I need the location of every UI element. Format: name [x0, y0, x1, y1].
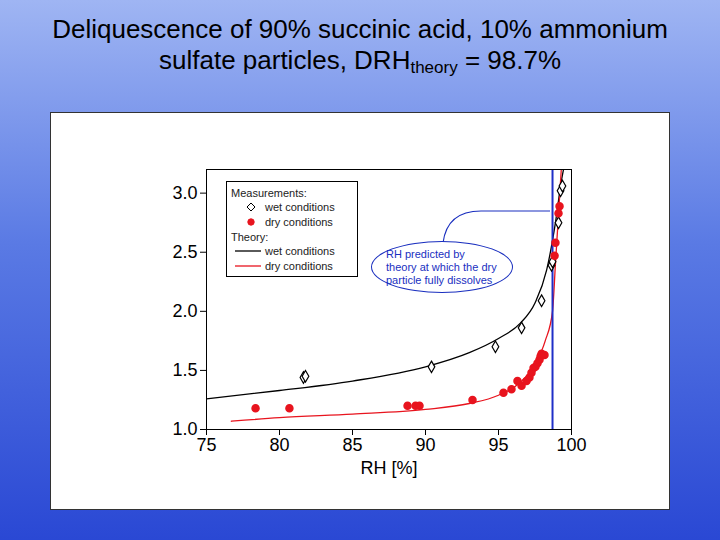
svg-text:2.0: 2.0	[172, 301, 197, 321]
html-text:dry conditions: dry conditions	[265, 259, 333, 272]
html-text:Measurements:: Measurements:	[231, 187, 307, 199]
svg-text:85: 85	[342, 435, 362, 455]
html-text:Deliquescence of 90% succinic: Deliquescence of 90% succinic acid, 10% …	[52, 14, 668, 77]
svg-text:RH [%]: RH [%]	[360, 458, 417, 478]
html-text:RH predicted by theory at whic: RH predicted by theory at which the dry …	[386, 247, 497, 286]
svg-text:2.5: 2.5	[172, 242, 197, 262]
svg-text:1.0: 1.0	[172, 419, 197, 439]
html-text:Theory:: Theory:	[231, 231, 269, 243]
html-text:dry conditions: dry conditions	[265, 215, 333, 228]
svg-text:80: 80	[269, 435, 289, 455]
svg-text:100: 100	[556, 435, 586, 455]
svg-text:95: 95	[488, 435, 508, 455]
svg-text:3.0: 3.0	[172, 183, 197, 203]
html-text:wet conditions: wet conditions	[265, 200, 335, 213]
svg-text:1.5: 1.5	[172, 360, 197, 380]
svg-text:75: 75	[196, 435, 216, 455]
html-text:wet conditions: wet conditions	[265, 244, 335, 257]
svg-text:90: 90	[415, 435, 435, 455]
